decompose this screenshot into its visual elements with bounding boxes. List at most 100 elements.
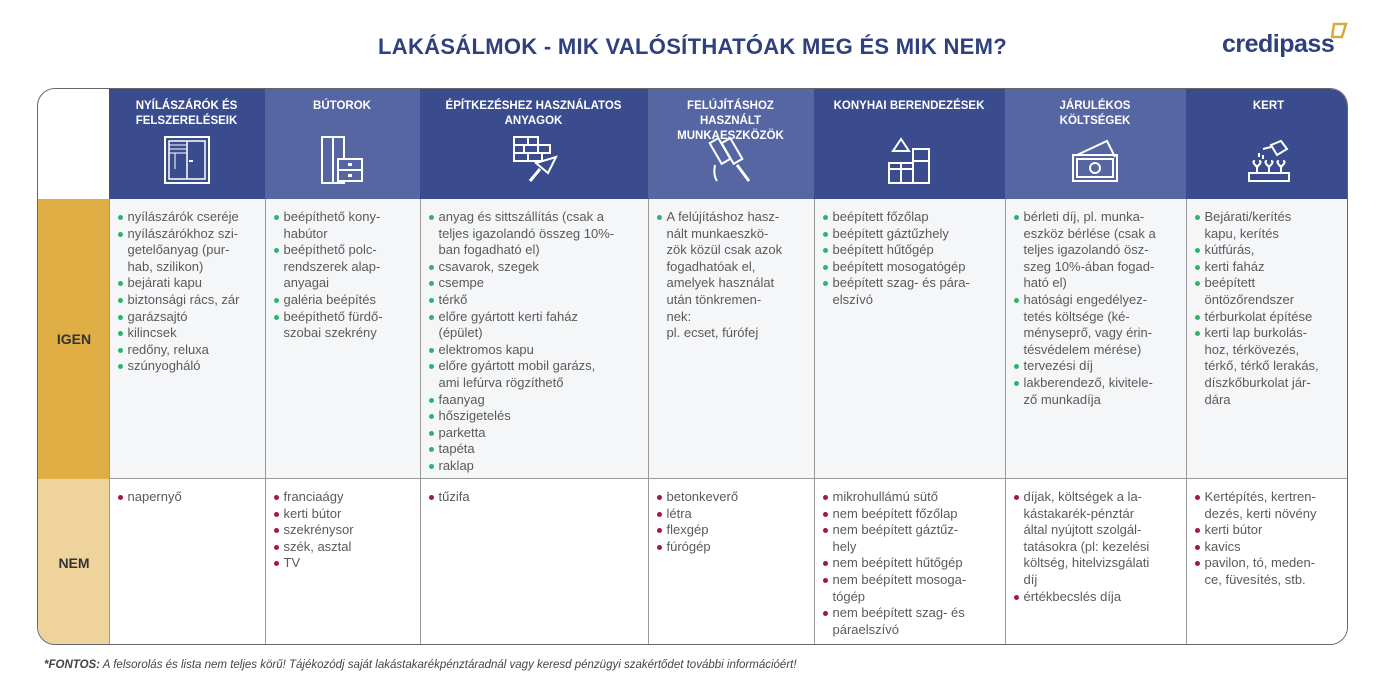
brick-trowel-icon (509, 135, 559, 190)
paint-roller-icon (706, 135, 756, 190)
nem-cell: betonkeverő létra flexgép fúrógép (647, 479, 814, 644)
list-item: nyílászárók cseréje (117, 209, 257, 226)
footnote-text: A felsorolás és lista nem teljes körű! T… (100, 659, 797, 671)
nem-cell: mikrohullámú sütő nem beépített főzőlap ne… (813, 479, 1005, 644)
list-item: előre gyártott kerti faház (épület) (428, 309, 640, 342)
list-item: bejárati kapu (117, 275, 257, 292)
row-label-nem: NEM (38, 479, 110, 644)
item-list: Bejárati/kerítés kapu, kerítés kútfúrás, k… (1194, 209, 1344, 408)
column-header: NYÍLÁSZÁRÓK ÉS FELSZERELÉSEIK (108, 89, 265, 199)
column-header-title: ÉPÍTKEZÉSHEZ HASZNÁLATOS ANYAGOK (445, 100, 622, 127)
list-item: parketta (428, 425, 640, 442)
column-header: FELÚJÍTÁSHOZ HASZNÁLT MUNKAESZKÖZÖK (647, 89, 814, 199)
item-list: beépített főzőlap beépített gáztűzhely beé… (822, 209, 997, 309)
column-header: ÉPÍTKEZÉSHEZ HASZNÁLATOS ANYAGOK (419, 89, 648, 199)
list-item: Kertépítés, kertren- dezés, kerti növény (1194, 489, 1344, 522)
list-item: nem beépített szag- és páraelszívó (822, 605, 997, 638)
column-header-title: FELÚJÍTÁSHOZ HASZNÁLT MUNKAESZKÖZÖK (677, 100, 784, 142)
list-item: galéria beépítés (273, 292, 412, 309)
list-item: kavics (1194, 539, 1344, 556)
nem-cell: tűzifa (419, 479, 648, 644)
item-list: beépíthető kony- habútor beépíthető polc-… (273, 209, 412, 342)
list-item: térkő (428, 292, 640, 309)
list-item: szék, asztal (273, 539, 412, 556)
list-item: fúrógép (656, 539, 806, 556)
list-item: napernyő (117, 489, 257, 506)
list-item: beépíthető polc- rendszerek alap- anyaga… (273, 242, 412, 292)
column-header: JÁRULÉKOS KÖLTSÉGEK (1004, 89, 1186, 199)
kitchen-appliances-icon (884, 135, 934, 190)
list-item: kútfúrás, (1194, 242, 1344, 259)
list-item: csavarok, szegek (428, 259, 640, 276)
list-item: hatósági engedélyez- tetés költsége (ké-… (1013, 292, 1178, 358)
column-header-title: BÚTOROK (313, 100, 371, 112)
column-header-title: JÁRULÉKOS KÖLTSÉGEK (1059, 100, 1131, 127)
row-label-igen: IGEN (38, 199, 110, 479)
item-list: anyag és sittszállítás (csak a teljes ig… (428, 209, 640, 475)
list-item: térburkolat építése (1194, 309, 1344, 326)
page-title: LAKÁSÁLMOK - MIK VALÓSÍTHATÓAK MEG ÉS MI… (378, 34, 1007, 59)
list-item: lakberendező, kivitele- ző munkadíja (1013, 375, 1178, 408)
nem-cell: franciaágy kerti bútor szekrénysor szék, as… (264, 479, 420, 644)
list-item: létra (656, 506, 806, 523)
list-item: kerti bútor (1194, 522, 1344, 539)
list-item: tűzifa (428, 489, 640, 506)
list-item: elektromos kapu (428, 342, 640, 359)
garden-watering-icon (1244, 135, 1294, 190)
item-list: betonkeverő létra flexgép fúrógép (656, 489, 806, 556)
list-item: nem beépített gáztűz- hely (822, 522, 997, 555)
list-item: franciaágy (273, 489, 412, 506)
list-item: beépíthető fürdő- szobai szekrény (273, 309, 412, 342)
item-list: A felújításhoz hasz- nált munkaeszkö- zö… (656, 209, 806, 342)
window-icon (162, 135, 212, 190)
nem-cell: Kertépítés, kertren- dezés, kerti növény… (1185, 479, 1347, 644)
list-item: TV (273, 555, 412, 572)
list-item: szekrénysor (273, 522, 412, 539)
igen-cell: A felújításhoz hasz- nált munkaeszkö- zö… (647, 199, 814, 479)
list-item: kilincsek (117, 325, 257, 342)
comparison-table: IGEN NEM NYÍLÁSZÁRÓK ÉS FELSZERELÉSEIK ny… (37, 88, 1348, 645)
list-item: raklap (428, 458, 640, 475)
list-item: hőszigetelés (428, 408, 640, 425)
furniture-icon (317, 135, 367, 190)
column-header: KONYHAI BERENDEZÉSEK (813, 89, 1005, 199)
list-item: előre gyártott mobil garázs, ami lefúrva… (428, 358, 640, 391)
item-list: napernyő (117, 489, 257, 506)
list-item: díjak, költségek a la- kástakarék-pénztá… (1013, 489, 1178, 589)
list-item: kerti bútor (273, 506, 412, 523)
nem-cell: díjak, költségek a la- kástakarék-pénztá… (1004, 479, 1186, 644)
list-item: betonkeverő (656, 489, 806, 506)
list-item: kerti faház (1194, 259, 1344, 276)
list-item: beépített főzőlap (822, 209, 997, 226)
list-item: bérleti díj, pl. munka- eszköz bérlése (… (1013, 209, 1178, 292)
list-item: beépíthető kony- habútor (273, 209, 412, 242)
list-item: beépített szag- és pára- elszívó (822, 275, 997, 308)
column-header-title: NYÍLÁSZÁRÓK ÉS FELSZERELÉSEIK (135, 100, 238, 127)
list-item: szúnyogháló (117, 358, 257, 375)
list-item: A felújításhoz hasz- nált munkaeszkö- zö… (656, 209, 806, 342)
list-item: beépített mosogatógép (822, 259, 997, 276)
item-list: mikrohullámú sütő nem beépített főzőlap ne… (822, 489, 997, 638)
list-item: redőny, reluxa (117, 342, 257, 359)
item-list: díjak, költségek a la- kástakarék-pénztá… (1013, 489, 1178, 605)
list-item: pavilon, tó, meden- ce, füvesítés, stb. (1194, 555, 1344, 588)
list-item: flexgép (656, 522, 806, 539)
money-icon (1070, 135, 1120, 190)
item-list: bérleti díj, pl. munka- eszköz bérlése (… (1013, 209, 1178, 408)
list-item: nem beépített hűtőgép (822, 555, 997, 572)
list-item: biztonsági rács, zár (117, 292, 257, 309)
igen-cell: beépíthető kony- habútor beépíthető polc-… (264, 199, 420, 479)
logo-mark-icon (1330, 22, 1348, 39)
item-list: tűzifa (428, 489, 640, 506)
list-item: garázsajtó (117, 309, 257, 326)
list-item: Bejárati/kerítés kapu, kerítés (1194, 209, 1344, 242)
list-item: beépített gáztűzhely (822, 226, 997, 243)
column-header: KERT (1185, 89, 1347, 199)
igen-cell: bérleti díj, pl. munka- eszköz bérlése (… (1004, 199, 1186, 479)
list-item: mikrohullámú sütő (822, 489, 997, 506)
igen-cell: beépített főzőlap beépített gáztűzhely beé… (813, 199, 1005, 479)
footnote-label: *FONTOS: (44, 659, 101, 671)
list-item: nem beépített mosoga- tógép (822, 572, 997, 605)
list-item: beépített öntözőrendszer (1194, 275, 1344, 308)
list-item: csempe (428, 275, 640, 292)
